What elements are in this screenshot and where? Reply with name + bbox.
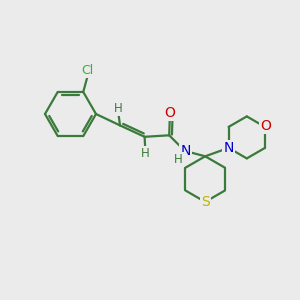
Text: O: O bbox=[260, 119, 271, 133]
Text: N: N bbox=[224, 141, 234, 155]
Text: H: H bbox=[141, 147, 150, 160]
Text: S: S bbox=[201, 195, 210, 209]
Text: H: H bbox=[114, 102, 123, 116]
Text: N: N bbox=[180, 144, 190, 158]
Text: Cl: Cl bbox=[82, 64, 94, 77]
Text: H: H bbox=[174, 153, 183, 166]
Text: O: O bbox=[164, 106, 175, 120]
